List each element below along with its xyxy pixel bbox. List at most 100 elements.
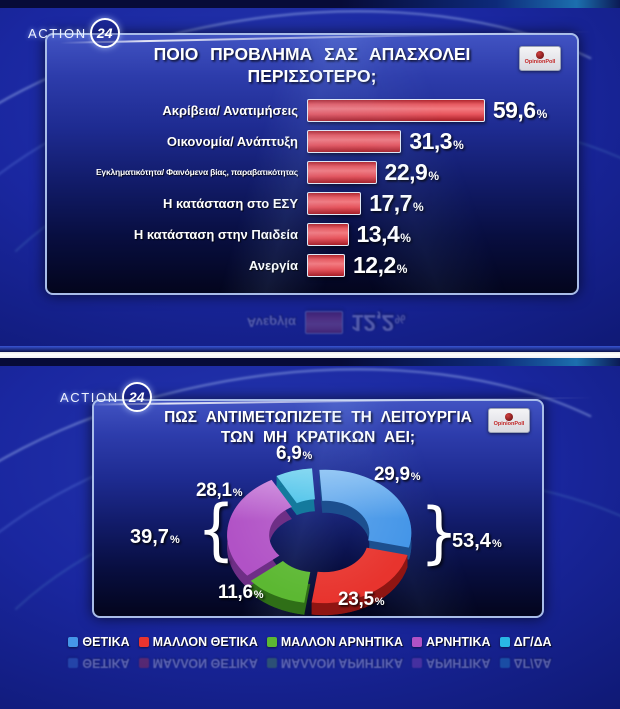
percent-sign: %: [536, 106, 548, 121]
bar-value: 31,3%: [409, 128, 463, 155]
legend-label: ΘΕΤΙΚΑ: [82, 635, 130, 649]
bar-value: 59,6%: [493, 97, 547, 124]
bar-value-number: 13,4: [356, 220, 400, 247]
legend-item: ΑΡΝΗΤΙΚΑ: [412, 635, 491, 649]
group-label-positive: 53,4%: [452, 530, 502, 553]
bar-value: 17,7%: [369, 190, 423, 217]
slice-value: 6,9: [276, 443, 302, 464]
opinionpoll-badge-text: OpinionPoll: [524, 59, 556, 66]
group-label-negative: 39,7%: [130, 526, 180, 549]
legend-label: ΜΑΛΛΟΝ ΑΡΝΗΤΙΚΑ: [280, 656, 403, 670]
frame-bar-poll: ACTION 24 ΠΟΙΟ ΠΡΟΒΛΗΜΑ ΣΑΣ ΑΠΑΣΧΟΛΕΙ ΠΕ…: [0, 0, 620, 352]
group-value: 53,4: [452, 530, 491, 552]
group-brace-right: }: [420, 493, 459, 573]
bar-rows: Ακρίβεια/ Ανατιμήσεις 59,6% Οικονομία/ Ανά…: [59, 97, 569, 285]
legend-label: ΜΑΛΛΟΝ ΑΡΝΗΤΙΚΑ: [280, 635, 403, 649]
legend-label: ΘΕΤΙΚΑ: [82, 656, 130, 670]
percent-sign: %: [374, 596, 385, 608]
group-brace-left: {: [197, 490, 236, 570]
legend-label: ΑΡΝΗΤΙΚΑ: [426, 656, 491, 670]
bar: [307, 160, 377, 184]
donut-chart-title-line1: ΠΩΣ ΑΝΤΙΜΕΤΩΠΙΖΕΤΕ ΤΗ ΛΕΙΤΟΥΡΓΙΑ: [164, 409, 472, 426]
bar: [307, 191, 362, 215]
action24-logo: ACTION 24: [28, 18, 120, 48]
bar-category-label: Ανεργία: [248, 257, 298, 273]
opinionpoll-badge: OpinionPoll: [519, 46, 561, 71]
percent-sign: %: [453, 137, 464, 152]
legend-item: ΜΑΛΛΟΝ ΑΡΝΗΤΙΚΑ: [266, 635, 403, 649]
bar-value-number: 12,2: [350, 310, 394, 337]
bar-value-number: 12,2: [352, 251, 396, 278]
legend-label: ΔΓ/ΔΑ: [513, 635, 552, 649]
legend-item: ΜΑΛΛΟΝ ΑΡΝΗΤΙΚΑ: [266, 656, 403, 670]
legend-swatch: [138, 658, 149, 668]
legend-swatch: [412, 637, 422, 647]
opinionpoll-badge-text: OpinionPoll: [493, 421, 525, 428]
percent-sign: %: [232, 487, 243, 499]
frame-bottom-strip: [0, 346, 620, 352]
bar-category-label: Εγκληματικότητα/ Φαινόμενα βίας, παραβατ…: [95, 167, 298, 177]
donut-chart-title: ΠΩΣ ΑΝΤΙΜΕΤΩΠΙΖΕΤΕ ΤΗ ΛΕΙΤΟΥΡΓΙΑ ΤΩΝ ΜΗ …: [94, 408, 542, 448]
action24-logo-text: ACTION: [60, 389, 119, 405]
slice-label-arnitika: 28,1%: [196, 480, 243, 502]
frame-top-strip: [0, 0, 620, 8]
legend-swatch: [68, 637, 79, 647]
legend-item: ΑΡΝΗΤΙΚΑ: [412, 656, 491, 670]
legend-swatch: [499, 658, 510, 668]
bar-value-number: 17,7: [369, 189, 412, 216]
legend-swatch: [266, 658, 277, 668]
percent-sign: %: [428, 168, 439, 183]
opinionpoll-badge: OpinionPoll: [488, 408, 530, 433]
bar-chart-title-line2: ΠΕΡΙΣΣΟΤΕΡΟ;: [247, 66, 377, 87]
slice-label-mallon-arnitika: 11,6%: [218, 582, 264, 604]
bar: [307, 129, 402, 153]
bar-row: Ανεργία 12,2%: [57, 310, 612, 337]
frame-donut-poll: ACTION 24 ΠΩΣ ΑΝΤΙΜΕΤΩΠΙΖΕΤΕ ΤΗ ΛΕΙΤΟΥΡΓ…: [0, 358, 620, 709]
legend: ΘΕΤΙΚΑ ΜΑΛΛΟΝ ΘΕΤΙΚΑ ΜΑΛΛΟΝ ΑΡΝΗΤΙΚΑ ΑΡΝΗΤΙ…: [0, 635, 620, 649]
percent-sign: %: [410, 471, 421, 483]
legend-label: ΔΓ/ΔΑ: [513, 656, 552, 670]
bar: [307, 98, 485, 122]
bar-row: Εγκληματικότητα/ Φαινόμενα βίας, παραβατ…: [59, 158, 569, 185]
slice-value: 29,9: [374, 464, 410, 485]
frame-separator: [0, 352, 620, 358]
bar-value-number: 31,3: [409, 127, 453, 154]
bar-row: Η κατάσταση στην Παιδεία 13,4%: [59, 221, 569, 248]
action24-logo: ACTION 24: [60, 382, 152, 412]
legend-swatch: [138, 637, 149, 647]
slice-value: 28,1: [196, 480, 232, 501]
slice-label-thetika: 29,9%: [374, 464, 421, 486]
legend-swatch: [266, 637, 277, 647]
legend-item: ΔΓ/ΔΑ: [499, 635, 552, 649]
percent-sign: %: [412, 199, 424, 214]
percent-sign: %: [396, 261, 408, 276]
bar-chart-title: ΠΟΙΟ ΠΡΟΒΛΗΜΑ ΣΑΣ ΑΠΑΣΧΟΛΕΙ ΠΕΡΙΣΣΟΤΕΡΟ;: [47, 43, 577, 88]
legend-mirrored: ΘΕΤΙΚΑ ΜΑΛΛΟΝ ΘΕΤΙΚΑ ΜΑΛΛΟΝ ΑΡΝΗΤΙΚΑ ΑΡΝΗΤΙ…: [0, 656, 620, 670]
group-value: 39,7: [130, 526, 169, 548]
legend-label: ΜΑΛΛΟΝ ΘΕΤΙΚΑ: [152, 635, 258, 649]
bar-value-number: 22,9: [384, 158, 428, 185]
donut-chart-title-line2: ΤΩΝ ΜΗ ΚΡΑΤΙΚΩΝ ΑΕΙ;: [220, 428, 416, 446]
legend-label: ΜΑΛΛΟΝ ΘΕΤΙΚΑ: [152, 656, 258, 670]
bar-row: Ακρίβεια/ Ανατιμήσεις 59,6%: [59, 97, 569, 124]
bar-row: Η κατάσταση στο ΕΣΥ 17,7%: [59, 190, 569, 217]
bar-value: 13,4%: [357, 221, 411, 248]
bar-category-label: Η κατάσταση στο ΕΣΥ: [162, 195, 298, 211]
bar-row: Οικονομία/ Ανάπτυξη 31,3%: [59, 128, 569, 155]
poll-panel-bar: ΠΟΙΟ ΠΡΟΒΛΗΜΑ ΣΑΣ ΑΠΑΣΧΟΛΕΙ ΠΕΡΙΣΣΟΤΕΡΟ;…: [45, 33, 579, 295]
legend-item: ΘΕΤΙΚΑ: [68, 656, 130, 670]
legend-swatch: [68, 658, 79, 668]
bar-category-label: Οικονομία/ Ανάπτυξη: [166, 133, 298, 149]
slice-label-dgda: 6,9%: [276, 443, 312, 465]
action24-logo-number: 24: [89, 18, 120, 48]
action24-logo-text: ACTION: [28, 25, 87, 41]
opinionpoll-dot-icon: [505, 413, 513, 422]
legend-item: ΜΑΛΛΟΝ ΘΕΤΙΚΑ: [138, 635, 258, 649]
bars-reflection: Ανεργία 12,2%: [57, 303, 612, 337]
bar-row: Ανεργία 12,2%: [59, 251, 569, 278]
percent-sign: %: [491, 538, 502, 550]
legend-item: ΔΓ/ΔΑ: [499, 656, 552, 670]
action24-logo-number: 24: [121, 382, 152, 412]
slice-label-mallon-thetika: 23,5%: [338, 589, 385, 611]
opinionpoll-dot-icon: [536, 51, 544, 60]
